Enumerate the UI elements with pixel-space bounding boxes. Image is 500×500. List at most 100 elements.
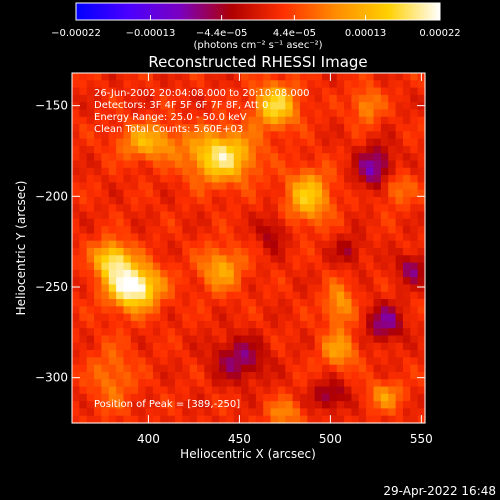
heatmap-cell xyxy=(307,167,316,176)
heatmap-cell xyxy=(299,124,308,132)
heatmap-cell xyxy=(72,211,80,220)
heatmap-cell xyxy=(410,313,419,322)
heatmap-cell xyxy=(366,204,375,213)
heatmap-cell xyxy=(410,240,419,249)
heatmap-cell xyxy=(277,218,286,227)
heatmap-cell xyxy=(314,313,323,322)
heatmap-cell xyxy=(277,393,286,402)
heatmap-cell xyxy=(314,240,323,249)
heatmap-cell xyxy=(145,109,154,118)
heatmap-cell xyxy=(336,371,345,380)
heatmap-cell xyxy=(373,109,382,118)
heatmap-cell xyxy=(72,401,80,410)
heatmap-cell xyxy=(299,73,308,81)
heatmap-cell xyxy=(130,189,139,198)
heatmap-cell xyxy=(204,386,213,395)
heatmap-cell xyxy=(182,218,191,227)
heatmap-cell xyxy=(138,386,147,395)
heatmap-cell xyxy=(197,102,205,111)
heatmap-cell xyxy=(322,182,330,191)
heatmap-cell xyxy=(174,116,183,125)
heatmap-cell xyxy=(123,328,132,337)
heatmap-cell xyxy=(86,87,95,96)
heatmap-cell xyxy=(263,408,272,417)
heatmap-cell xyxy=(299,357,308,366)
heatmap-cell xyxy=(160,328,169,337)
heatmap-cell xyxy=(72,386,80,395)
heatmap-cell xyxy=(388,102,397,111)
heatmap-cell xyxy=(152,248,161,256)
heatmap-cell xyxy=(116,291,125,300)
heatmap-cell xyxy=(108,277,117,286)
heatmap-cell xyxy=(79,313,88,322)
heatmap-cell xyxy=(344,175,353,183)
heatmap-cell xyxy=(182,269,191,278)
heatmap-cell xyxy=(314,401,323,410)
heatmap-cell xyxy=(307,131,316,140)
heatmap-cell xyxy=(285,131,294,140)
heatmap-cell xyxy=(79,269,88,278)
heatmap-cell xyxy=(410,160,419,169)
heatmap-cell xyxy=(388,328,397,337)
heatmap-cell xyxy=(299,342,308,351)
heatmap-cell xyxy=(241,182,250,191)
heatmap-cell xyxy=(123,313,132,322)
heatmap-cell xyxy=(395,357,404,366)
heatmap-cell xyxy=(108,342,117,351)
heatmap-cell xyxy=(255,102,264,111)
heatmap-cell xyxy=(395,80,404,89)
heatmap-cell xyxy=(277,291,286,300)
heatmap-cell xyxy=(410,87,419,96)
heatmap-cell xyxy=(86,371,95,380)
heatmap-cell xyxy=(86,131,95,140)
heatmap-cell xyxy=(204,415,213,424)
heatmap-cell xyxy=(204,175,213,183)
heatmap-cell xyxy=(388,80,397,89)
heatmap-cell xyxy=(167,415,176,424)
heatmap-cell xyxy=(292,306,301,315)
heatmap-cell xyxy=(123,364,132,373)
heatmap-cell xyxy=(145,408,154,417)
heatmap-cell xyxy=(123,80,132,89)
heatmap-cell xyxy=(388,284,397,293)
heatmap-cell xyxy=(108,73,117,81)
heatmap-cell xyxy=(270,284,279,293)
heatmap-cell xyxy=(358,196,367,205)
heatmap-cell xyxy=(174,167,183,176)
heatmap-cell xyxy=(123,116,132,125)
heatmap-cell xyxy=(226,87,235,96)
y-tick-label: −150 xyxy=(35,99,68,113)
heatmap-cell xyxy=(380,153,389,162)
peak-position-label: Position of Peak = [389,-250] xyxy=(94,399,240,410)
heatmap-cell xyxy=(152,299,161,307)
heatmap-cell xyxy=(344,393,353,402)
heatmap-cell xyxy=(299,393,308,402)
annotations: 26-Jun-2002 20:04:08.000 to 20:10:08.000… xyxy=(94,88,310,135)
heatmap-cell xyxy=(211,269,220,278)
heatmap-cell xyxy=(86,218,95,227)
heatmap-cell xyxy=(160,102,169,111)
heatmap-cell xyxy=(130,320,139,329)
heatmap-cell xyxy=(373,379,382,388)
heatmap-cell xyxy=(167,291,176,300)
heatmap-cell xyxy=(189,153,198,162)
heatmap-cell xyxy=(233,277,242,286)
heatmap-cell xyxy=(388,269,397,278)
heatmap-cell xyxy=(152,401,161,410)
heatmap-cell xyxy=(145,218,154,227)
heatmap-cell xyxy=(380,284,389,293)
heatmap-cell xyxy=(130,145,139,154)
heatmap-cell xyxy=(351,335,360,344)
heatmap-cell xyxy=(182,138,191,147)
heatmap-cell xyxy=(174,182,183,191)
heatmap-cell xyxy=(116,415,125,424)
heatmap-cell xyxy=(226,248,235,256)
heatmap-cell xyxy=(351,269,360,278)
heatmap-cell xyxy=(241,175,250,183)
heatmap-cell xyxy=(79,248,88,256)
heatmap-cell xyxy=(116,102,125,111)
heatmap-cell xyxy=(204,320,213,329)
heatmap-cell xyxy=(344,386,353,395)
heatmap-cell xyxy=(116,408,125,417)
heatmap-cell xyxy=(94,175,103,183)
